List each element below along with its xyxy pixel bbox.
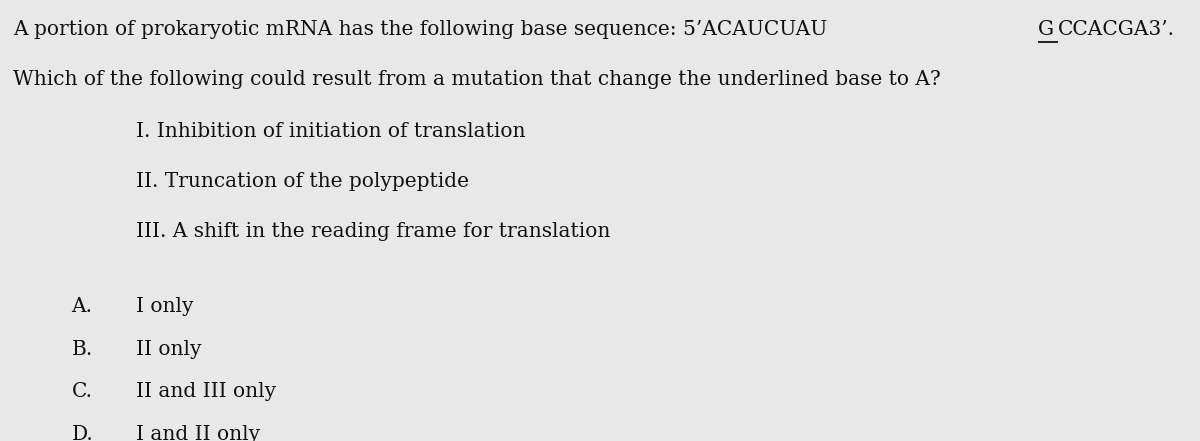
Text: C.: C.: [72, 382, 92, 401]
Text: II and III only: II and III only: [136, 382, 276, 401]
Text: D.: D.: [72, 425, 94, 441]
Text: II only: II only: [136, 340, 202, 359]
Text: I. Inhibition of initiation of translation: I. Inhibition of initiation of translati…: [136, 122, 526, 141]
Text: G: G: [1038, 20, 1054, 39]
Text: CCACGA3’.: CCACGA3’.: [1058, 20, 1175, 39]
Text: I and II only: I and II only: [136, 425, 260, 441]
Text: B.: B.: [72, 340, 92, 359]
Text: I only: I only: [136, 297, 193, 316]
Text: III. A shift in the reading frame for translation: III. A shift in the reading frame for tr…: [136, 221, 611, 240]
Text: A portion of prokaryotic mRNA has the following base sequence: 5’ACAUCUAU: A portion of prokaryotic mRNA has the fo…: [13, 20, 827, 39]
Text: II. Truncation of the polypeptide: II. Truncation of the polypeptide: [136, 172, 469, 191]
Text: Which of the following could result from a mutation that change the underlined b: Which of the following could result from…: [13, 70, 941, 89]
Text: A.: A.: [72, 297, 92, 316]
